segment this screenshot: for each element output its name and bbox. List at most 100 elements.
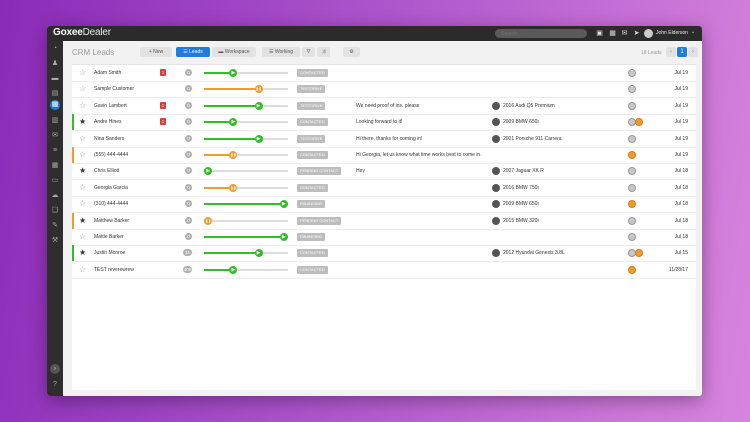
leads-button[interactable]: ☰ Leads: [176, 47, 210, 57]
vehicle-label[interactable]: 2016 BMW 750i: [503, 184, 539, 191]
star-icon[interactable]: ☆: [79, 150, 87, 159]
play-icon[interactable]: ▶: [279, 233, 288, 241]
lead-name[interactable]: Justin Monroe: [94, 250, 126, 257]
star-icon[interactable]: ★: [79, 248, 87, 258]
star-icon[interactable]: ☆: [79, 264, 87, 274]
table-row[interactable]: ☆ Georgia Garcia 0 ❚❚ CONTACTED 2016 BMW 750i…: [72, 180, 696, 197]
user-avatar-icon[interactable]: [628, 151, 636, 159]
expand-sidebar-icon[interactable]: ›: [50, 364, 60, 374]
star-icon[interactable]: ☆: [79, 84, 87, 94]
lead-name[interactable]: Gavin Lambert: [94, 102, 127, 109]
lead-name[interactable]: Matthew Barker: [94, 217, 130, 224]
vehicle-label[interactable]: 2015 BMW 320i: [503, 217, 539, 224]
table-row[interactable]: ☆ TEST reverewrew 408 ▶ CONTACTED 11/28/17: [72, 262, 696, 279]
pause-icon[interactable]: ❚❚: [204, 216, 213, 225]
mail-icon[interactable]: ✉: [52, 132, 58, 139]
workspace-button[interactable]: ▬ Workspace: [212, 47, 256, 57]
play-icon[interactable]: ▶: [254, 101, 263, 110]
lead-name[interactable]: Georgia Garcia: [94, 184, 128, 191]
user-avatar[interactable]: [644, 29, 653, 38]
vehicle-label[interactable]: 2009 BMW 650i: [503, 119, 539, 126]
user-avatar-icon[interactable]: [628, 85, 636, 94]
lead-name[interactable]: Nina Sanders: [94, 135, 125, 142]
progress-track[interactable]: ❚❚: [204, 151, 288, 159]
new-button[interactable]: + New: [140, 47, 172, 57]
star-icon[interactable]: ☆: [79, 199, 87, 209]
user-avatar-icon[interactable]: [628, 167, 636, 176]
user-avatar-icon[interactable]: [628, 233, 636, 241]
user-avatar-icon[interactable]: [628, 200, 636, 209]
calendar-icon[interactable]: ▦: [51, 162, 59, 169]
wrench-icon[interactable]: ⚒: [51, 237, 59, 244]
table-row[interactable]: ☆ (555) 444-4444 0 ❚❚ CONTACTED Hi Georgia, l…: [72, 147, 696, 164]
document-icon[interactable]: ❑: [51, 207, 59, 214]
progress-track[interactable]: ▶: [204, 69, 288, 77]
chevron-down-icon[interactable]: ⌄: [691, 29, 696, 35]
table-row[interactable]: ★ Matthew Barker 0 ❚❚ PENDING CONTACT 2015 BM…: [72, 212, 696, 230]
vehicle-label[interactable]: 2001 Porsche 911 Carrera: [503, 135, 562, 142]
play-icon[interactable]: ▶: [229, 69, 238, 77]
user-name[interactable]: John Elderson: [656, 30, 688, 36]
table-row[interactable]: ★ Justin Monroe 11 ▶ CONTACTED 2012 Hyundai G…: [72, 245, 696, 263]
table-row[interactable]: ★ Andre Hines 1 0 ▶ CONTACTED Looking forward …: [72, 114, 696, 132]
vehicle-label[interactable]: 2012 Hyundai Genesis 3.8L: [503, 250, 565, 257]
play-icon[interactable]: ▶: [229, 265, 238, 274]
table-row[interactable]: ★ Chris Elliott 0 ▶ PENDING CONTACT Hey 2007 J…: [72, 163, 696, 181]
grid-icon[interactable]: ▦: [50, 100, 60, 110]
send-icon[interactable]: ➤: [633, 30, 640, 37]
vehicle-label[interactable]: 2007 Jaguar XK R: [503, 168, 544, 175]
play-icon[interactable]: ▶: [254, 249, 263, 258]
help-icon[interactable]: ?: [53, 381, 57, 388]
star-icon[interactable]: ☆: [79, 68, 87, 77]
progress-track[interactable]: ▶: [204, 265, 288, 274]
inbox-icon[interactable]: ▣: [596, 30, 603, 37]
progress-track[interactable]: ❚❚: [204, 216, 288, 225]
storefront-icon[interactable]: ▤: [51, 90, 59, 97]
briefcase-icon[interactable]: ▬: [51, 75, 59, 82]
pencil-icon[interactable]: ✎: [52, 222, 58, 229]
star-icon[interactable]: ★: [79, 215, 87, 225]
progress-track[interactable]: ▶: [204, 249, 288, 258]
lead-name[interactable]: Chris Elliott: [94, 168, 120, 175]
progress-track[interactable]: ❚❚: [204, 183, 288, 192]
vehicle-label[interactable]: 2009 BMW 650i: [503, 201, 539, 208]
pause-icon[interactable]: ❚❚: [229, 183, 238, 192]
table-row[interactable]: ☆ (310) 444-4444 0 ▶ FINANCING 2009 BMW 650i J…: [72, 196, 696, 214]
pause-icon[interactable]: ❚❚: [254, 85, 263, 94]
table-row[interactable]: ☆ Gavin Lambert 1 0 ▶ TESTDRIVE We need proof …: [72, 98, 696, 115]
page-number-button[interactable]: 1: [677, 47, 687, 57]
play-icon[interactable]: ▶: [204, 167, 213, 176]
progress-track[interactable]: ▶: [204, 134, 288, 143]
lead-name[interactable]: Andre Hines: [94, 119, 122, 126]
last-message[interactable]: Hi there, thanks for coming in!: [356, 135, 423, 142]
vehicle-label[interactable]: 2016 Audi Q5 Premium: [503, 102, 555, 109]
person-walk-icon[interactable]: ♟: [51, 60, 59, 67]
progress-track[interactable]: ❚❚: [204, 85, 288, 94]
lead-name[interactable]: (310) 444-4444: [94, 201, 129, 208]
filter-icon[interactable]: ⛛: [302, 47, 315, 57]
star-icon[interactable]: ☆: [79, 133, 87, 143]
play-icon[interactable]: ▶: [279, 200, 288, 209]
table-row[interactable]: ☆ Nina Sanders 0 ▶ TESTDRIVE Hi there, thanks…: [72, 131, 696, 148]
user-avatar-icon[interactable]: [635, 118, 643, 127]
table-icon[interactable]: ▥: [51, 117, 59, 124]
table-row[interactable]: ☆ Mattie Barker 0 ▶ FINANCING Jul 18: [72, 229, 696, 246]
shuffle-icon[interactable]: ⤨: [317, 47, 330, 57]
user-avatar-icon[interactable]: [628, 265, 636, 274]
calendar-icon[interactable]: ▦: [609, 30, 616, 37]
table-row[interactable]: ☆ Sample Customer 0 ❚❚ TESTDRIVE Jul 19: [72, 81, 696, 99]
prev-page-button[interactable]: ‹: [666, 47, 676, 57]
user-avatar-icon[interactable]: [635, 249, 643, 258]
progress-track[interactable]: ▶: [204, 200, 288, 209]
star-icon[interactable]: ☆: [79, 232, 87, 241]
list-icon[interactable]: ≡: [52, 147, 58, 154]
user-avatar-icon[interactable]: [628, 216, 636, 225]
user-avatar-icon[interactable]: [628, 134, 636, 143]
star-icon[interactable]: ★: [79, 117, 87, 127]
last-message[interactable]: Looking forward to it!: [356, 119, 403, 126]
table-row[interactable]: ☆ Adam Smith 1 0 ▶ CONTACTED Jul 19: [72, 65, 696, 82]
progress-track[interactable]: ▶: [204, 101, 288, 110]
progress-track[interactable]: ▶: [204, 233, 288, 241]
play-icon[interactable]: ▶: [229, 118, 238, 127]
progress-track[interactable]: ▶: [204, 118, 288, 127]
